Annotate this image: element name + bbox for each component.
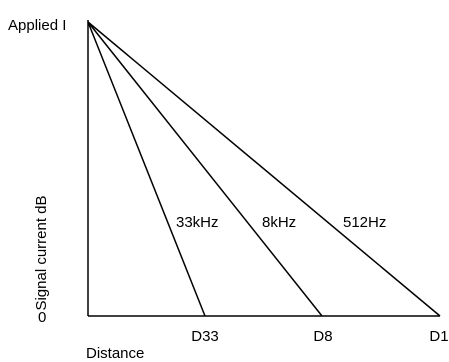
curve-label-8khz: 8kHz	[262, 214, 296, 231]
decay-line-8khz	[87, 21, 323, 317]
y-zero-label: 0	[38, 309, 46, 326]
y-axis-title: Signal current dB	[33, 195, 50, 310]
distance-label-d33: D33	[191, 328, 219, 345]
curve-label-512hz: 512Hz	[343, 214, 386, 231]
decay-line-33khz	[87, 21, 206, 317]
distance-label-d1: D1	[429, 328, 448, 345]
x-axis-title: Distance	[86, 345, 144, 362]
curve-label-33khz: 33kHz	[176, 214, 219, 231]
y-top-label: Applied I	[8, 17, 66, 34]
distance-label-d8: D8	[313, 328, 332, 345]
decay-line-512hz	[87, 21, 441, 317]
